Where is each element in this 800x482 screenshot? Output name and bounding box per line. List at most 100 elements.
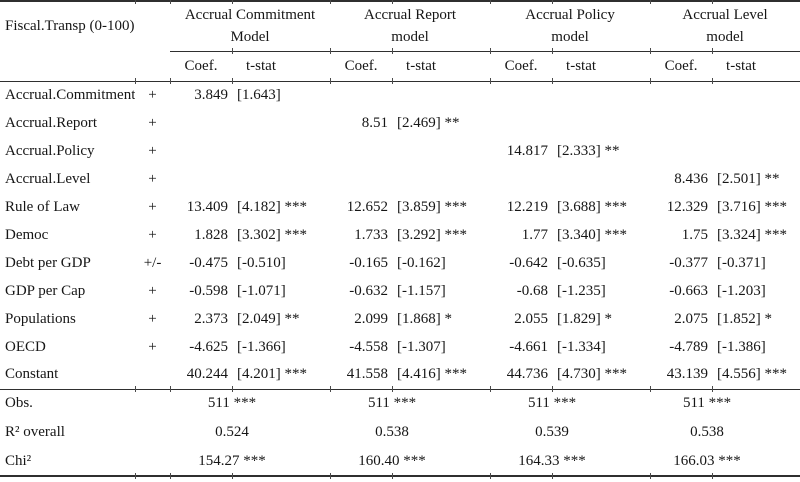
tstat-value: [712, 137, 800, 165]
tstat-value: [-1.071]: [237, 282, 286, 299]
coef-value: -4.789: [669, 338, 709, 355]
tstat-value: [392, 137, 490, 165]
tstat-value: [1.852] *: [717, 310, 773, 327]
summary-label: Chi²: [5, 452, 32, 469]
cell-boundary-tick: [711, 473, 713, 479]
model-4-title-line1: Accrual Level: [682, 6, 768, 23]
table-row: OECD + -4.625 [-1.366] -4.558 [-1.307] -…: [0, 333, 800, 361]
row-label: Accrual.Report: [5, 114, 98, 131]
tstat-value: [-1.203]: [717, 282, 766, 299]
cell-boundary-tick: [711, 48, 713, 54]
tstat-value: [-0.371]: [717, 254, 766, 271]
tstat-value: [3.716] ***: [717, 198, 788, 215]
tstat-value: [3.302] ***: [237, 226, 308, 243]
tstat-value: [3.688] ***: [557, 198, 628, 215]
cell-boundary-tick: [134, 386, 136, 392]
tstat-value: [712, 81, 800, 109]
corner-label: Fiscal.Transp (0-100): [5, 18, 135, 34]
coef-value: 2.099: [354, 310, 389, 327]
tstat-value: [712, 109, 800, 137]
coef-value: [650, 81, 712, 109]
cell-boundary-tick: [489, 0, 491, 4]
summary-value: 0.524: [215, 424, 249, 440]
tstat-value: [232, 137, 330, 165]
coef-value: [170, 137, 232, 165]
coef-header-m4: Coef.: [650, 51, 713, 82]
coef-value: [650, 137, 712, 165]
coef-value: [330, 165, 392, 193]
table-row: Accrual.Policy + 14.817 [2.333] **: [0, 137, 800, 165]
expected-sign: +: [148, 86, 157, 103]
table-row: Rule of Law + 13.409 [4.182] *** 12.652 …: [0, 193, 800, 221]
coef-value: 1.733: [354, 226, 389, 243]
cell-boundary-tick: [711, 0, 713, 4]
tstat-value: [2.333] **: [557, 142, 620, 159]
cell-boundary-tick: [169, 0, 171, 4]
model-1-header: Accrual Commitment Model: [170, 1, 331, 52]
cell-boundary-tick: [391, 78, 393, 84]
cell-boundary-tick: [551, 0, 553, 4]
cell-boundary-tick: [489, 386, 491, 392]
coef-value: 13.409: [186, 198, 229, 215]
cell-boundary-tick: [391, 48, 393, 54]
coef-value: 8.51: [361, 114, 389, 131]
coef-value: 44.736: [506, 366, 549, 383]
coef-value: 1.828: [194, 226, 229, 243]
coef-value: 1.77: [521, 226, 549, 243]
tstat-value: [4.556] ***: [717, 366, 788, 383]
coef-header-m1: Coef.: [170, 51, 233, 82]
cell-boundary-tick: [231, 78, 233, 84]
model-2-header: Accrual Report model: [330, 1, 491, 52]
model-3-title-line2: model: [551, 29, 589, 46]
tstat-value: [-0.162]: [397, 254, 446, 271]
tstat-value: [232, 109, 330, 137]
coef-header-m3: Coef.: [490, 51, 553, 82]
table-row: Democ + 1.828 [3.302] *** 1.733 [3.292] …: [0, 221, 800, 249]
subhead-spacer: [0, 51, 171, 82]
summary-label: R² overall: [5, 424, 65, 440]
summary-value: 511 ***: [170, 388, 331, 418]
summary-value: 166.03 ***: [673, 452, 741, 469]
table-row: Debt per GDP +/- -0.475 [-0.510] -0.165 …: [0, 249, 800, 277]
tstat-value: [4.201] ***: [237, 366, 308, 383]
coef-value: [170, 109, 232, 137]
table-row: Constant 40.244 [4.201] *** 41.558 [4.41…: [0, 361, 800, 389]
coef-value: -0.642: [509, 254, 549, 271]
tstat-value: [392, 81, 490, 109]
coef-value: 14.817: [506, 142, 549, 159]
tstat-header-m1: t-stat: [232, 51, 331, 82]
cell-boundary-tick: [711, 78, 713, 84]
model-4-title-line2: model: [706, 29, 744, 46]
cell-boundary-tick: [231, 48, 233, 54]
model-4-header: Accrual Level model: [650, 1, 800, 52]
coef-value: -0.68: [516, 282, 549, 299]
cell-boundary-tick: [489, 78, 491, 84]
expected-sign: +: [148, 114, 157, 131]
model-2-title-line1: Accrual Report: [364, 6, 457, 23]
cell-boundary-tick: [231, 0, 233, 4]
table-row: Populations + 2.373 [2.049] ** 2.099 [1.…: [0, 305, 800, 333]
tstat-value: [3.324] ***: [717, 226, 788, 243]
cell-boundary-tick: [489, 473, 491, 479]
coef-value: [330, 81, 392, 109]
row-label: Rule of Law: [5, 198, 80, 215]
coef-value: 3.849: [194, 86, 229, 103]
summary-value: 511 ***: [330, 388, 491, 418]
cell-boundary-tick: [391, 0, 393, 4]
tstat-header-m3: t-stat: [552, 51, 651, 82]
coef-value: -0.663: [669, 282, 709, 299]
cell-boundary-tick: [329, 48, 331, 54]
cell-boundary-tick: [169, 386, 171, 392]
coef-value: -4.558: [349, 338, 389, 355]
tstat-value: [552, 165, 650, 193]
model-3-header: Accrual Policy model: [490, 1, 651, 52]
cell-boundary-tick: [649, 473, 651, 479]
expected-sign: +: [148, 310, 157, 327]
cell-boundary-tick: [231, 386, 233, 392]
coef-value: [490, 165, 552, 193]
cell-boundary-tick: [649, 48, 651, 54]
tstat-value: [-1.334]: [557, 338, 606, 355]
row-label: Democ: [5, 226, 49, 243]
summary-label: Obs.: [0, 388, 135, 418]
row-label: Accrual.Commitment: [5, 86, 135, 103]
